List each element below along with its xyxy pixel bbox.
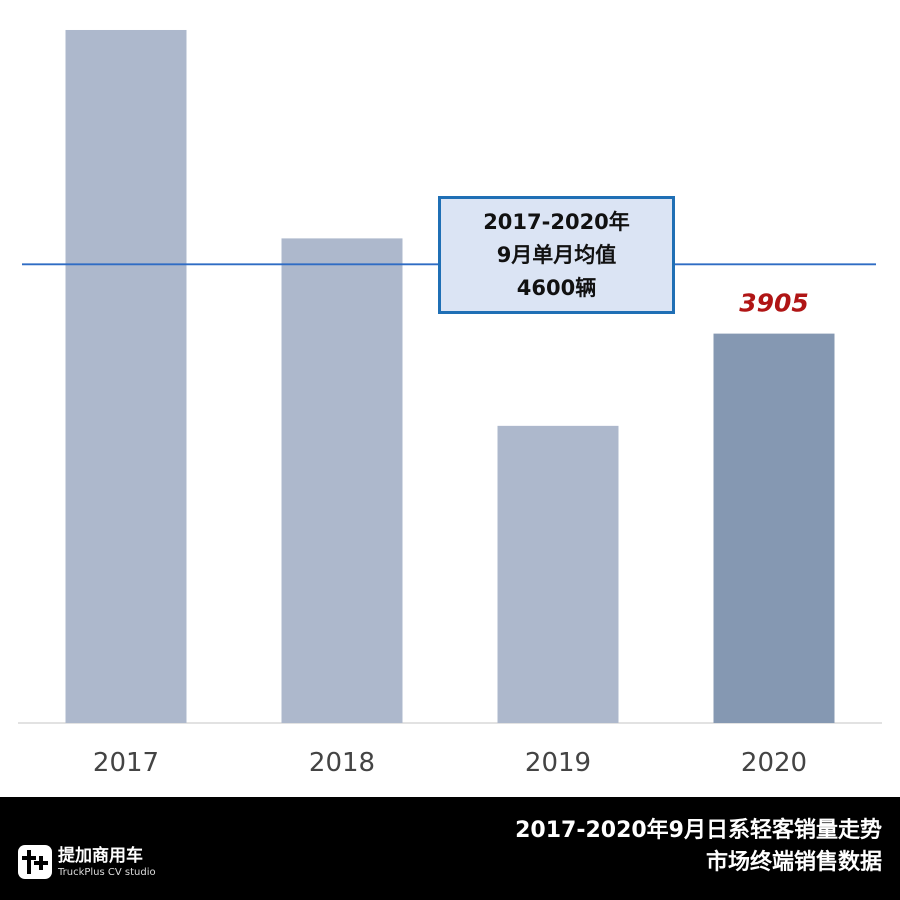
footer-banner: 提加商用车 TruckPlus CV studio 2017-2020年9月日系… bbox=[0, 797, 900, 900]
x-tick-label: 2017 bbox=[93, 748, 159, 778]
callout-line-1: 2017-2020年 bbox=[483, 209, 630, 234]
x-tick-label: 2019 bbox=[525, 748, 591, 778]
logo-name-en: TruckPlus CV studio bbox=[58, 866, 156, 878]
bar-2020 bbox=[713, 333, 835, 723]
bar-chart: 2017 2018 2019 2020 3905 bbox=[18, 29, 882, 778]
brand-logo: 提加商用车 TruckPlus CV studio bbox=[18, 845, 156, 879]
bar-2019 bbox=[497, 425, 619, 723]
x-tick-label: 2020 bbox=[741, 748, 807, 778]
bar-2018 bbox=[281, 238, 403, 724]
callout-line-2: 9月单月均值 bbox=[496, 242, 617, 267]
logo-name-cn: 提加商用车 bbox=[58, 845, 143, 866]
x-tick-label: 2018 bbox=[309, 748, 375, 778]
logo-mark-icon bbox=[18, 845, 52, 879]
footer-subtitle: 市场终端销售数据 bbox=[705, 850, 882, 875]
callout-line-3: 4600辆 bbox=[516, 275, 597, 300]
bar-2017 bbox=[65, 29, 187, 723]
average-callout-box: 2017-2020年 9月单月均值 4600辆 bbox=[438, 196, 675, 314]
value-label-2020: 3905 bbox=[739, 289, 809, 318]
footer-title: 2017-2020年9月日系轻客销量走势 bbox=[515, 818, 882, 843]
